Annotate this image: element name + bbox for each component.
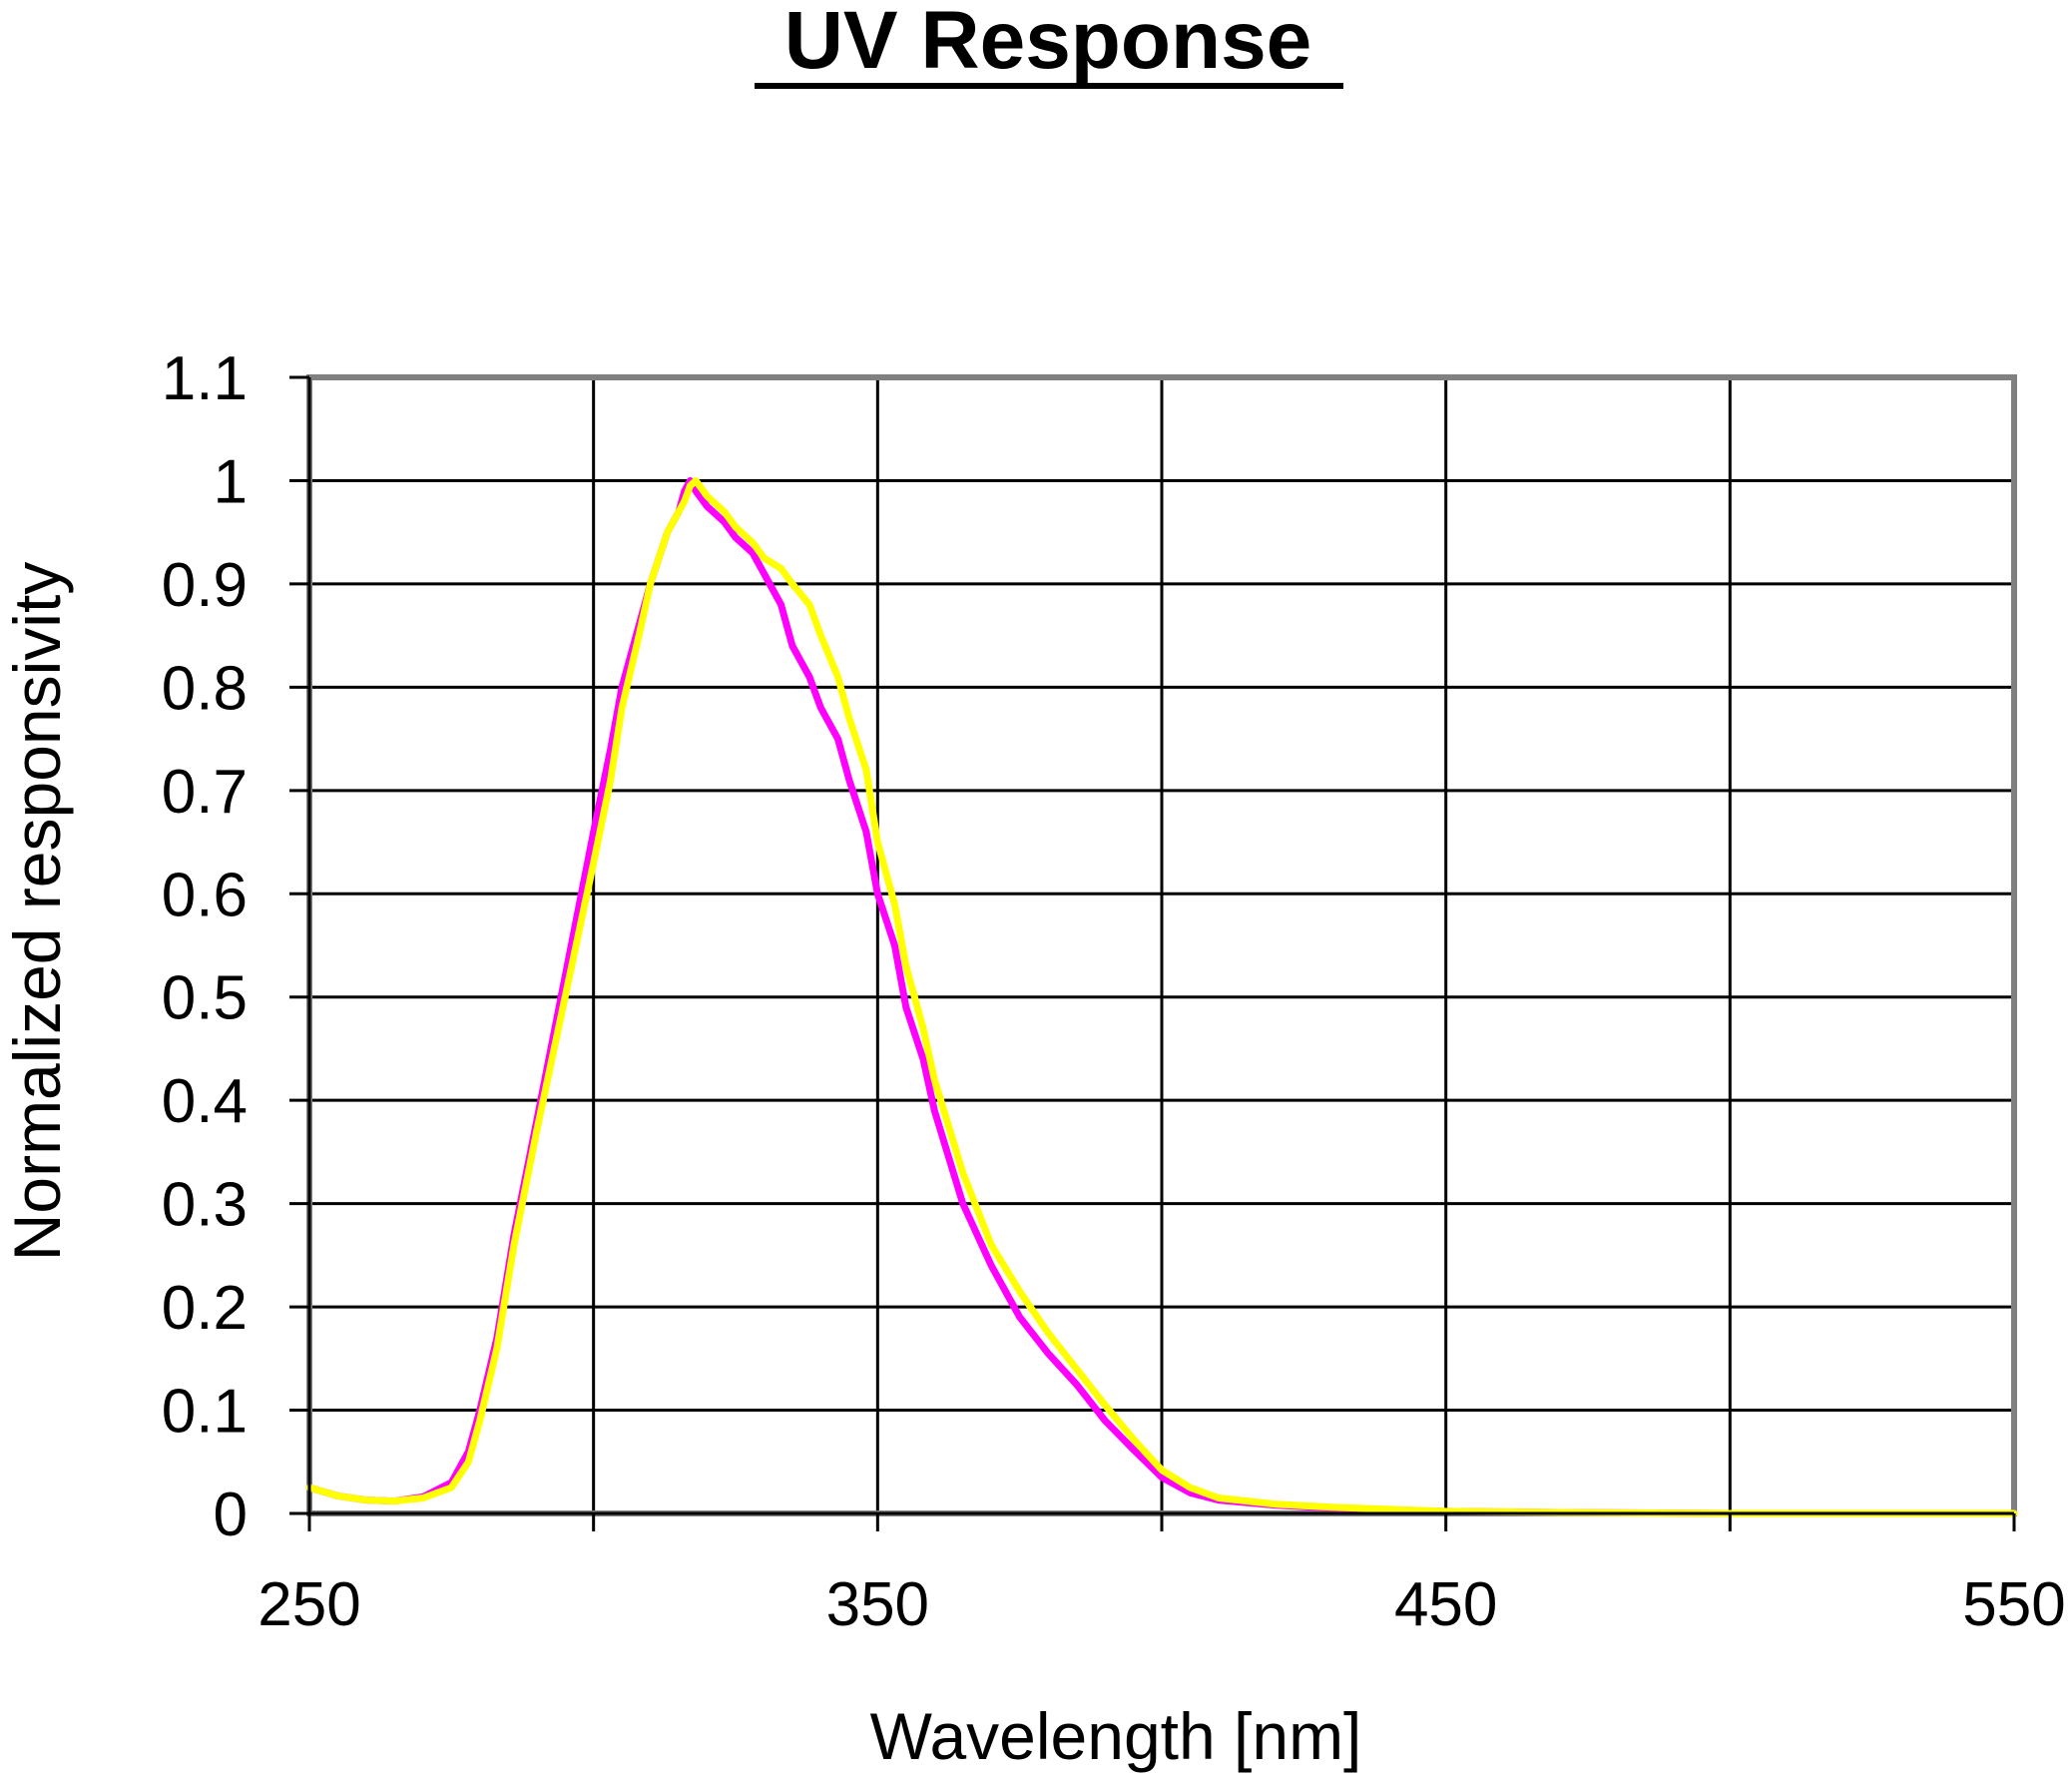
series-layer	[305, 477, 2018, 1517]
y-axis: 0 0.1 0.2 0.3 0.4 0.5 0.6 0.7 0.8 0.9 1 1.1	[162, 344, 311, 1549]
y-tick-label: 0.9	[162, 551, 248, 620]
y-tick-label: 0.7	[162, 758, 248, 827]
y-tick-label: 0.3	[162, 1171, 248, 1240]
chart-title: UV Response	[784, 0, 1312, 86]
x-tick-label: 450	[1394, 1570, 1497, 1639]
y-tick-label: 0.5	[162, 964, 248, 1033]
y-tick-label: 1.1	[162, 344, 248, 413]
y-tick-label: 0	[214, 1481, 248, 1549]
chart-title-group: UV Response	[755, 0, 1343, 89]
x-tick-label: 250	[258, 1570, 360, 1639]
x-axis: 250 350 450 550	[258, 1511, 2066, 1639]
x-tick-label: 350	[826, 1570, 929, 1639]
x-tick-label: 550	[1962, 1570, 2065, 1639]
y-axis-label: Normalized responsivity	[0, 562, 74, 1262]
y-tick-label: 0.1	[162, 1378, 248, 1447]
y-tick-label: 0.6	[162, 861, 248, 929]
y-tick-label: 0.4	[162, 1067, 248, 1136]
y-tick-label: 0.2	[162, 1274, 248, 1343]
x-axis-label: Wavelength [nm]	[870, 1699, 1362, 1773]
y-tick-label: 0.8	[162, 654, 248, 723]
plot-area	[305, 374, 2018, 1517]
y-tick-label: 1	[214, 447, 248, 516]
series-line-yellow	[305, 477, 2018, 1517]
